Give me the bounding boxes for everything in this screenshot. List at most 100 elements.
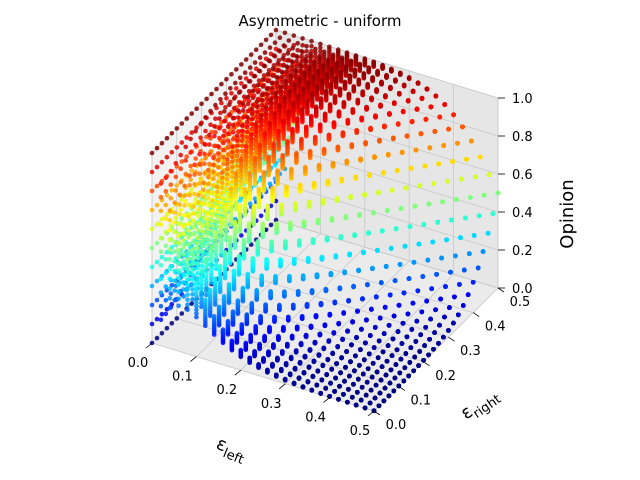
data-point: [343, 64, 349, 69]
data-point: [205, 236, 210, 242]
data-point: [249, 121, 255, 127]
data-point: [210, 208, 215, 214]
data-point: [164, 325, 170, 331]
data-point: [243, 57, 249, 62]
data-point: [274, 75, 280, 80]
data-point: [325, 178, 331, 184]
data-point: [279, 74, 285, 80]
data-point: [387, 292, 393, 298]
data-point: [356, 267, 361, 273]
data-point: [234, 86, 239, 91]
data-point: [217, 126, 222, 131]
data-point: [278, 98, 284, 104]
data-point: [210, 213, 215, 219]
data-point: [329, 215, 335, 221]
data-point: [428, 104, 434, 109]
data-point: [263, 108, 269, 113]
data-point: [450, 159, 455, 164]
data-point: [289, 69, 295, 74]
data-point: [211, 183, 216, 189]
data-point: [292, 82, 297, 87]
data-point: [434, 272, 439, 277]
data-point: [230, 129, 236, 135]
data-point: [347, 251, 353, 257]
data-point: [290, 46, 296, 51]
data-point: [298, 182, 303, 188]
data-point: [243, 143, 249, 149]
data-point: [413, 147, 419, 153]
data-point: [281, 118, 286, 123]
data-point: [169, 321, 175, 326]
data-point: [196, 227, 201, 233]
data-point: [215, 224, 220, 230]
data-point: [393, 226, 399, 231]
data-point: [290, 126, 295, 132]
data-point: [269, 90, 275, 96]
data-point: [219, 175, 225, 180]
data-point: [300, 36, 305, 41]
data-point: [268, 104, 274, 110]
data-point: [225, 145, 231, 150]
data-point: [244, 139, 250, 145]
data-point: [262, 130, 268, 136]
data-point: [210, 218, 215, 224]
data-point: [227, 112, 232, 117]
data-point: [318, 45, 323, 50]
data-point: [299, 136, 304, 142]
data-point: [206, 202, 211, 208]
data-point: [198, 135, 203, 140]
data-point: [307, 65, 312, 70]
data-point: [210, 233, 215, 239]
data-point: [400, 320, 406, 326]
data-point: [225, 124, 231, 129]
data-point: [189, 111, 194, 116]
data-point: [193, 142, 198, 148]
data-point: [201, 215, 206, 221]
data-point: [259, 97, 265, 103]
data-point: [215, 204, 220, 210]
data-point: [197, 151, 202, 157]
data-point: [253, 47, 259, 52]
data-point: [258, 113, 264, 118]
data-point: [188, 150, 193, 155]
data-point: [376, 189, 381, 195]
data-point: [258, 42, 264, 48]
data-point: [275, 68, 281, 73]
data-point: [201, 187, 206, 193]
data-point: [274, 85, 280, 90]
data-point: [201, 194, 206, 200]
data-point: [435, 219, 441, 225]
data-point: [263, 112, 269, 117]
data-point: [234, 138, 240, 143]
data-point: [211, 169, 216, 175]
data-point: [307, 148, 313, 154]
data-point: [267, 120, 273, 125]
data-point: [320, 197, 326, 203]
data-point: [308, 51, 313, 57]
data-point: [261, 160, 267, 166]
data-point: [173, 215, 179, 221]
data-point: [405, 98, 411, 103]
data-point: [270, 185, 275, 191]
data-point: [215, 199, 220, 205]
data-point: [350, 107, 356, 112]
data-point: [256, 78, 262, 83]
data-point: [414, 318, 420, 324]
data-point: [381, 170, 386, 175]
data-point: [205, 211, 210, 217]
data-point: [263, 126, 269, 131]
data-point: [400, 108, 406, 114]
data-point: [247, 170, 253, 176]
data-point: [415, 288, 421, 294]
data-point: [310, 237, 316, 242]
data-point: [375, 68, 380, 74]
data-point: [201, 208, 206, 214]
data-point: [178, 152, 183, 158]
data-point: [281, 43, 287, 48]
data-point: [178, 180, 183, 185]
data-point: [208, 108, 213, 114]
data-point: [179, 159, 185, 164]
data-point: [364, 317, 369, 323]
data-point: [304, 43, 309, 49]
